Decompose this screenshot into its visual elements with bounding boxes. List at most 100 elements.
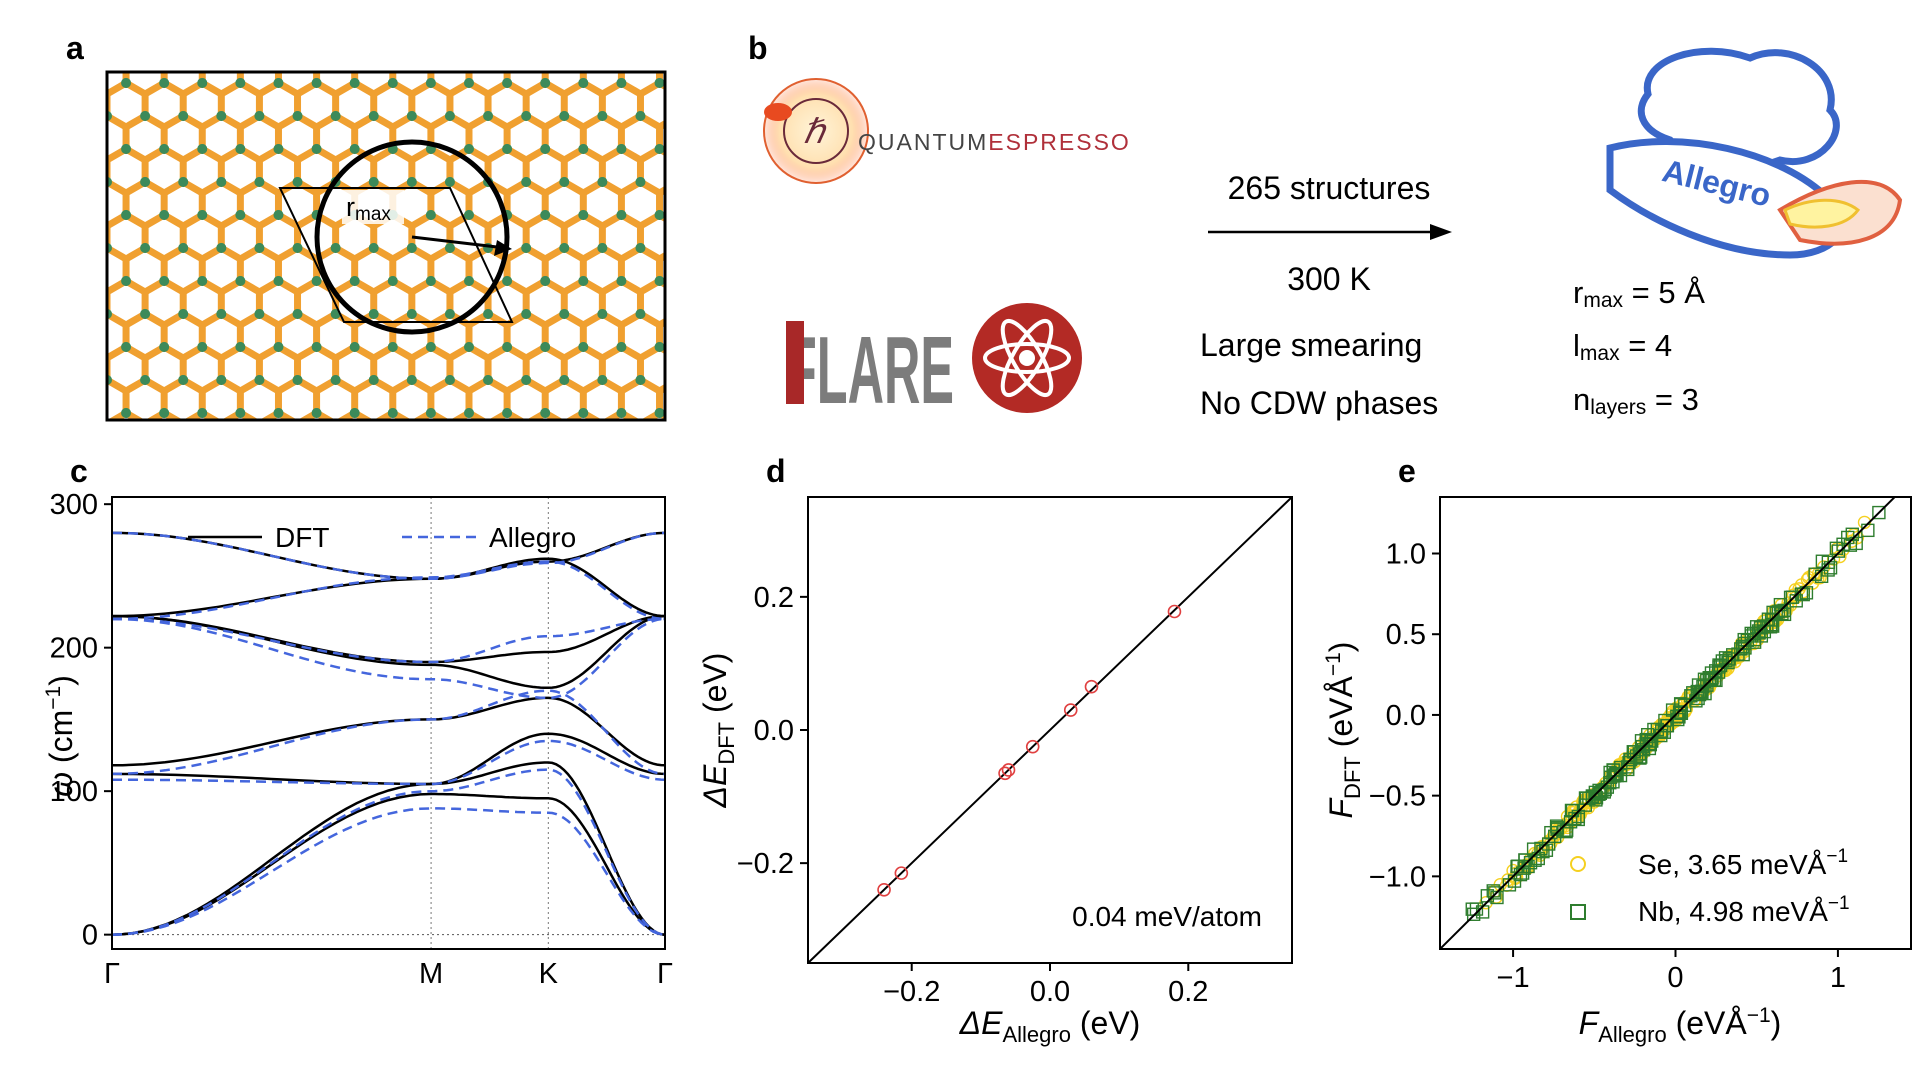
nb-atom [159,408,170,418]
nb-atom [731,276,741,286]
bond [774,215,793,226]
nb-atom [750,243,760,253]
nb-atom [464,474,474,484]
nb-atom [292,111,303,121]
nb-atom [712,111,722,121]
nb-atom [235,342,246,352]
bond [621,446,640,457]
nb-atom [674,177,684,187]
bond [69,281,88,292]
energy-x-axis-label: ΔEAllegro (eV) [959,1005,1141,1047]
bond [298,17,317,28]
nb-atom [616,78,627,88]
nb-force-point [1722,652,1736,666]
nb-atom [350,12,360,22]
energy-y-axis-label: ΔEDFT (eV) [697,653,739,809]
bond [679,347,698,358]
phonon-x-tick-label: M [419,958,443,990]
nb-atom [693,342,703,352]
energy-parity-plot-area [807,496,1293,964]
force-x-tick-label: 1 [1830,962,1846,994]
bond [755,17,774,28]
bond [507,446,526,457]
nb-atom [407,45,417,55]
nb-atom [674,375,684,385]
bond [755,248,774,259]
nb-atom [83,78,93,88]
nb-force-point [1849,536,1863,551]
nb-atom [349,408,360,418]
nb-atom [712,45,722,55]
nb-atom [635,45,645,55]
bond [88,446,107,457]
nb-atom [750,111,760,121]
bond [240,50,259,61]
nb-atom [216,177,227,187]
nb-atom [616,144,627,154]
phonon-bands-plot-area [112,497,665,949]
energy-mae-annotation: 0.04 meV/atom [1072,901,1262,932]
nb-atom [235,12,245,22]
nb-atom [502,342,513,352]
allegro-logo: Allegro [1606,47,1903,259]
nb-atom [387,342,398,352]
force-x-tick-label: 0 [1667,962,1683,994]
nb-atom [464,12,474,22]
bond [679,215,698,226]
phonon-y-tick-label: 300 [50,489,98,521]
energy-data-point [1167,604,1182,619]
nb-atom [674,375,684,385]
dft-band [112,732,665,786]
nb-atom [616,276,627,286]
phonon-x-tick-label: Γ [104,958,120,990]
nb-atom [292,177,303,187]
bond [88,50,107,61]
nb-atom [197,144,208,154]
nb-atom [502,78,513,88]
nb-atom [426,474,436,484]
bond [107,155,111,164]
nb-atom [273,210,284,220]
nb-atom [331,45,341,55]
bond [145,50,164,61]
nb-atom [311,144,322,154]
bond [126,50,145,61]
nb-atom [731,78,741,88]
nb-atom [693,210,703,220]
nb-atom [349,78,360,88]
nb-atom [368,309,379,319]
bond [69,248,88,259]
nb-atom [463,276,474,286]
nb-atom [235,78,246,88]
hyperparam-lmax: lmax = 4 [1573,328,1672,365]
bond [50,248,69,259]
nb-atom [502,144,513,154]
nb-atom [425,408,436,418]
bond [698,446,717,457]
nb-atom [597,441,607,451]
nb-atom [731,408,741,418]
nb-atom [693,474,703,484]
bond [393,50,412,61]
nb-atom [654,78,665,88]
bond [717,314,736,325]
bond [107,446,126,457]
nb-atom [159,276,170,286]
nb-atom [292,375,303,385]
nb-force-point [1872,505,1886,520]
bond [336,446,355,457]
bond [488,446,507,457]
nb-force-point [1702,671,1716,685]
bond [755,347,774,358]
bond [69,380,88,391]
bond [69,314,88,325]
nb-atom [731,210,741,220]
bond [679,248,698,259]
bond [602,446,621,457]
bond [717,50,736,61]
nb-atom [254,177,265,187]
bond [755,281,774,292]
nb-atom [273,342,284,352]
energy-data-point [1001,763,1016,777]
nb-atom [293,441,303,451]
